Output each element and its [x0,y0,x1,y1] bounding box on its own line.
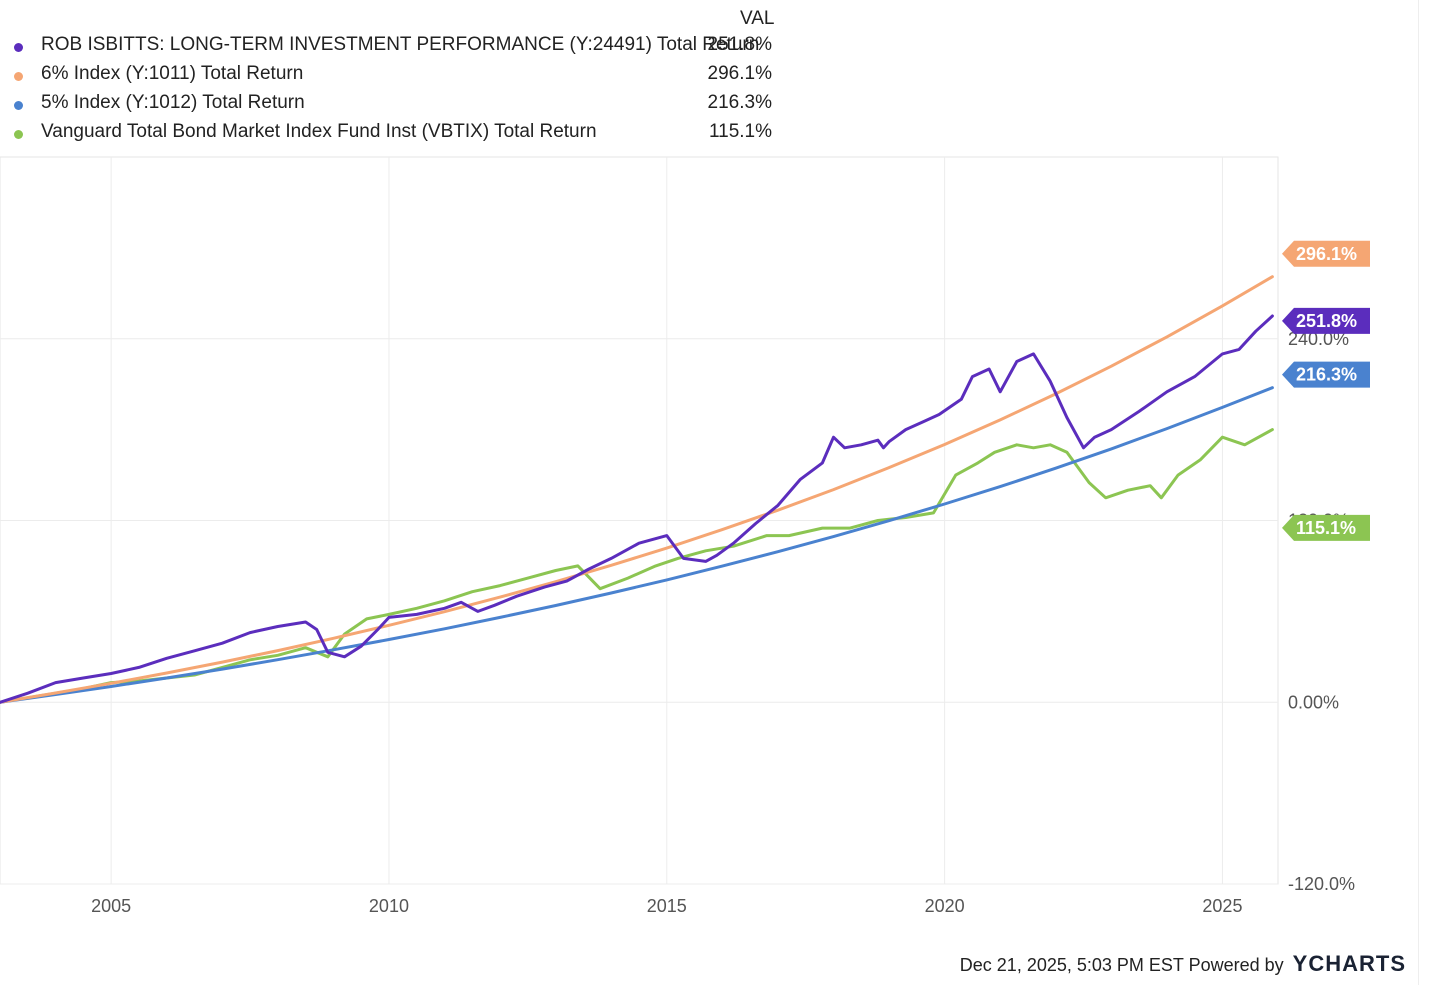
end-badge-3: 115.1% [1282,514,1370,541]
badge-label: 296.1% [1296,244,1357,264]
x-axis-ticks: 2005 2010 2015 2020 2025 [91,896,1242,916]
footer-timestamp: Dec 21, 2025, 5:03 PM EST Powered by [959,955,1284,975]
series-line-3 [0,428,1274,704]
x-tick-label: 2015 [647,896,687,916]
badge-shape [1282,307,1370,334]
legend-dot-icon [14,101,23,110]
series-lines [0,275,1274,704]
legend-item-6pct-index[interactable]: 6% Index (Y:1011) Total Return 296.1% [14,62,784,90]
legend-series-name: 6% Index (Y:1011) Total Return [41,63,304,84]
legend-series-name: 5% Index (Y:1012) Total Return [41,92,305,113]
x-tick-label: 2025 [1202,896,1242,916]
y-axis-ticks: -120.0%0.00%120.0%240.0% [1288,329,1355,894]
x-tick-label: 2005 [91,896,131,916]
legend-series-value: 296.1% [707,63,772,84]
legend-series-name: ROB ISBITTS: LONG-TERM INVESTMENT PERFOR… [41,34,760,55]
badge-label: 115.1% [1296,518,1356,538]
end-badge-2: 216.3% [1282,361,1370,388]
badge-label: 216.3% [1296,365,1357,385]
end-value-badges: 251.8% 296.1% 216.3% 115.1% [1282,240,1370,541]
chart-grid [0,156,1279,885]
legend-item-5pct-index[interactable]: 5% Index (Y:1012) Total Return 216.3% [14,91,784,119]
y-tick-label: 0.00% [1288,692,1339,712]
x-tick-label: 2010 [369,896,409,916]
legend-item-rob-isbitts[interactable]: ROB ISBITTS: LONG-TERM INVESTMENT PERFOR… [14,33,784,61]
series-line-1 [0,275,1274,704]
legend-series-value: 115.1% [708,121,772,142]
end-badge-1: 296.1% [1282,240,1370,267]
panel-divider [1418,0,1419,985]
chart-legend: VAL ROB ISBITTS: LONG-TERM INVESTMENT PE… [0,0,800,150]
end-badge-0: 251.8% [1282,307,1370,334]
ycharts-logo[interactable]: YCHARTS [1292,951,1406,976]
legend-series-value: 251.8% [707,34,772,55]
badge-shape [1282,361,1370,388]
legend-dot-icon [14,43,23,52]
legend-value-header: VAL [740,8,775,29]
badge-shape [1282,514,1370,541]
series-line-0 [0,314,1274,704]
legend-dot-icon [14,72,23,81]
legend-item-vbtix[interactable]: Vanguard Total Bond Market Index Fund In… [14,120,784,148]
y-tick-label: -120.0% [1288,874,1355,894]
legend-dot-icon [14,130,23,139]
x-tick-label: 2020 [925,896,965,916]
chart-footer: Dec 21, 2025, 5:03 PM EST Powered by YCH… [960,951,1406,977]
legend-series-value: 216.3% [707,92,772,113]
badge-label: 251.8% [1296,311,1357,331]
series-line-2 [0,386,1274,704]
badge-shape [1282,240,1370,267]
legend-series-name: Vanguard Total Bond Market Index Fund In… [41,121,597,142]
